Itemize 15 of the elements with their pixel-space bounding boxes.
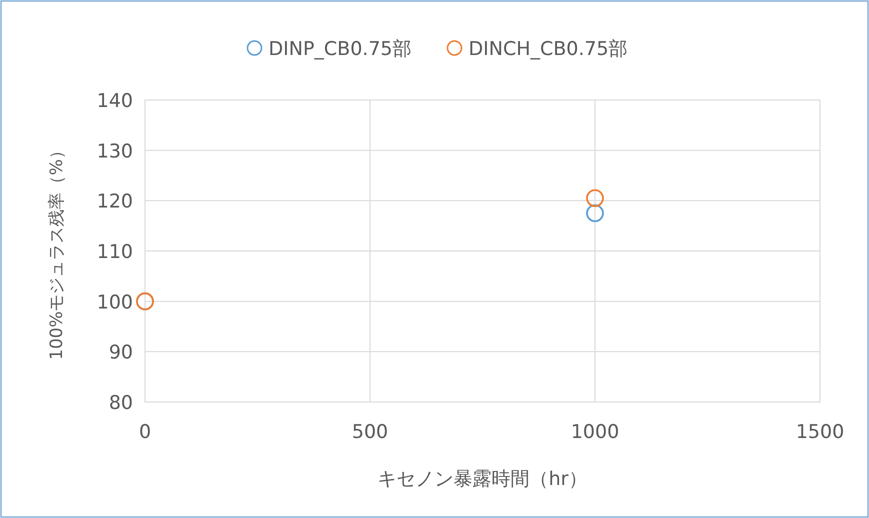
legend-label: DINP_CB0.75部 — [268, 38, 412, 60]
legend-label: DINCH_CB0.75部 — [468, 38, 628, 60]
x-tick-label: 1000 — [570, 421, 620, 443]
x-axis-title: キセノン暴露時間（hr） — [378, 468, 588, 490]
x-tick-label: 0 — [138, 421, 152, 443]
x-tick-label: 1500 — [796, 421, 844, 443]
y-tick-label: 110 — [96, 241, 133, 263]
y-tick-label: 130 — [96, 140, 133, 162]
y-tick-label: 100 — [96, 291, 133, 314]
y-tick-label: 90 — [108, 342, 133, 364]
y-tick-label: 120 — [96, 190, 133, 213]
y-axis-title: 100%モジュラス残率（%） — [47, 142, 67, 360]
y-tick-label: 80 — [108, 392, 133, 414]
y-tick-label: 140 — [96, 90, 133, 112]
x-tick-label: 500 — [352, 421, 388, 443]
